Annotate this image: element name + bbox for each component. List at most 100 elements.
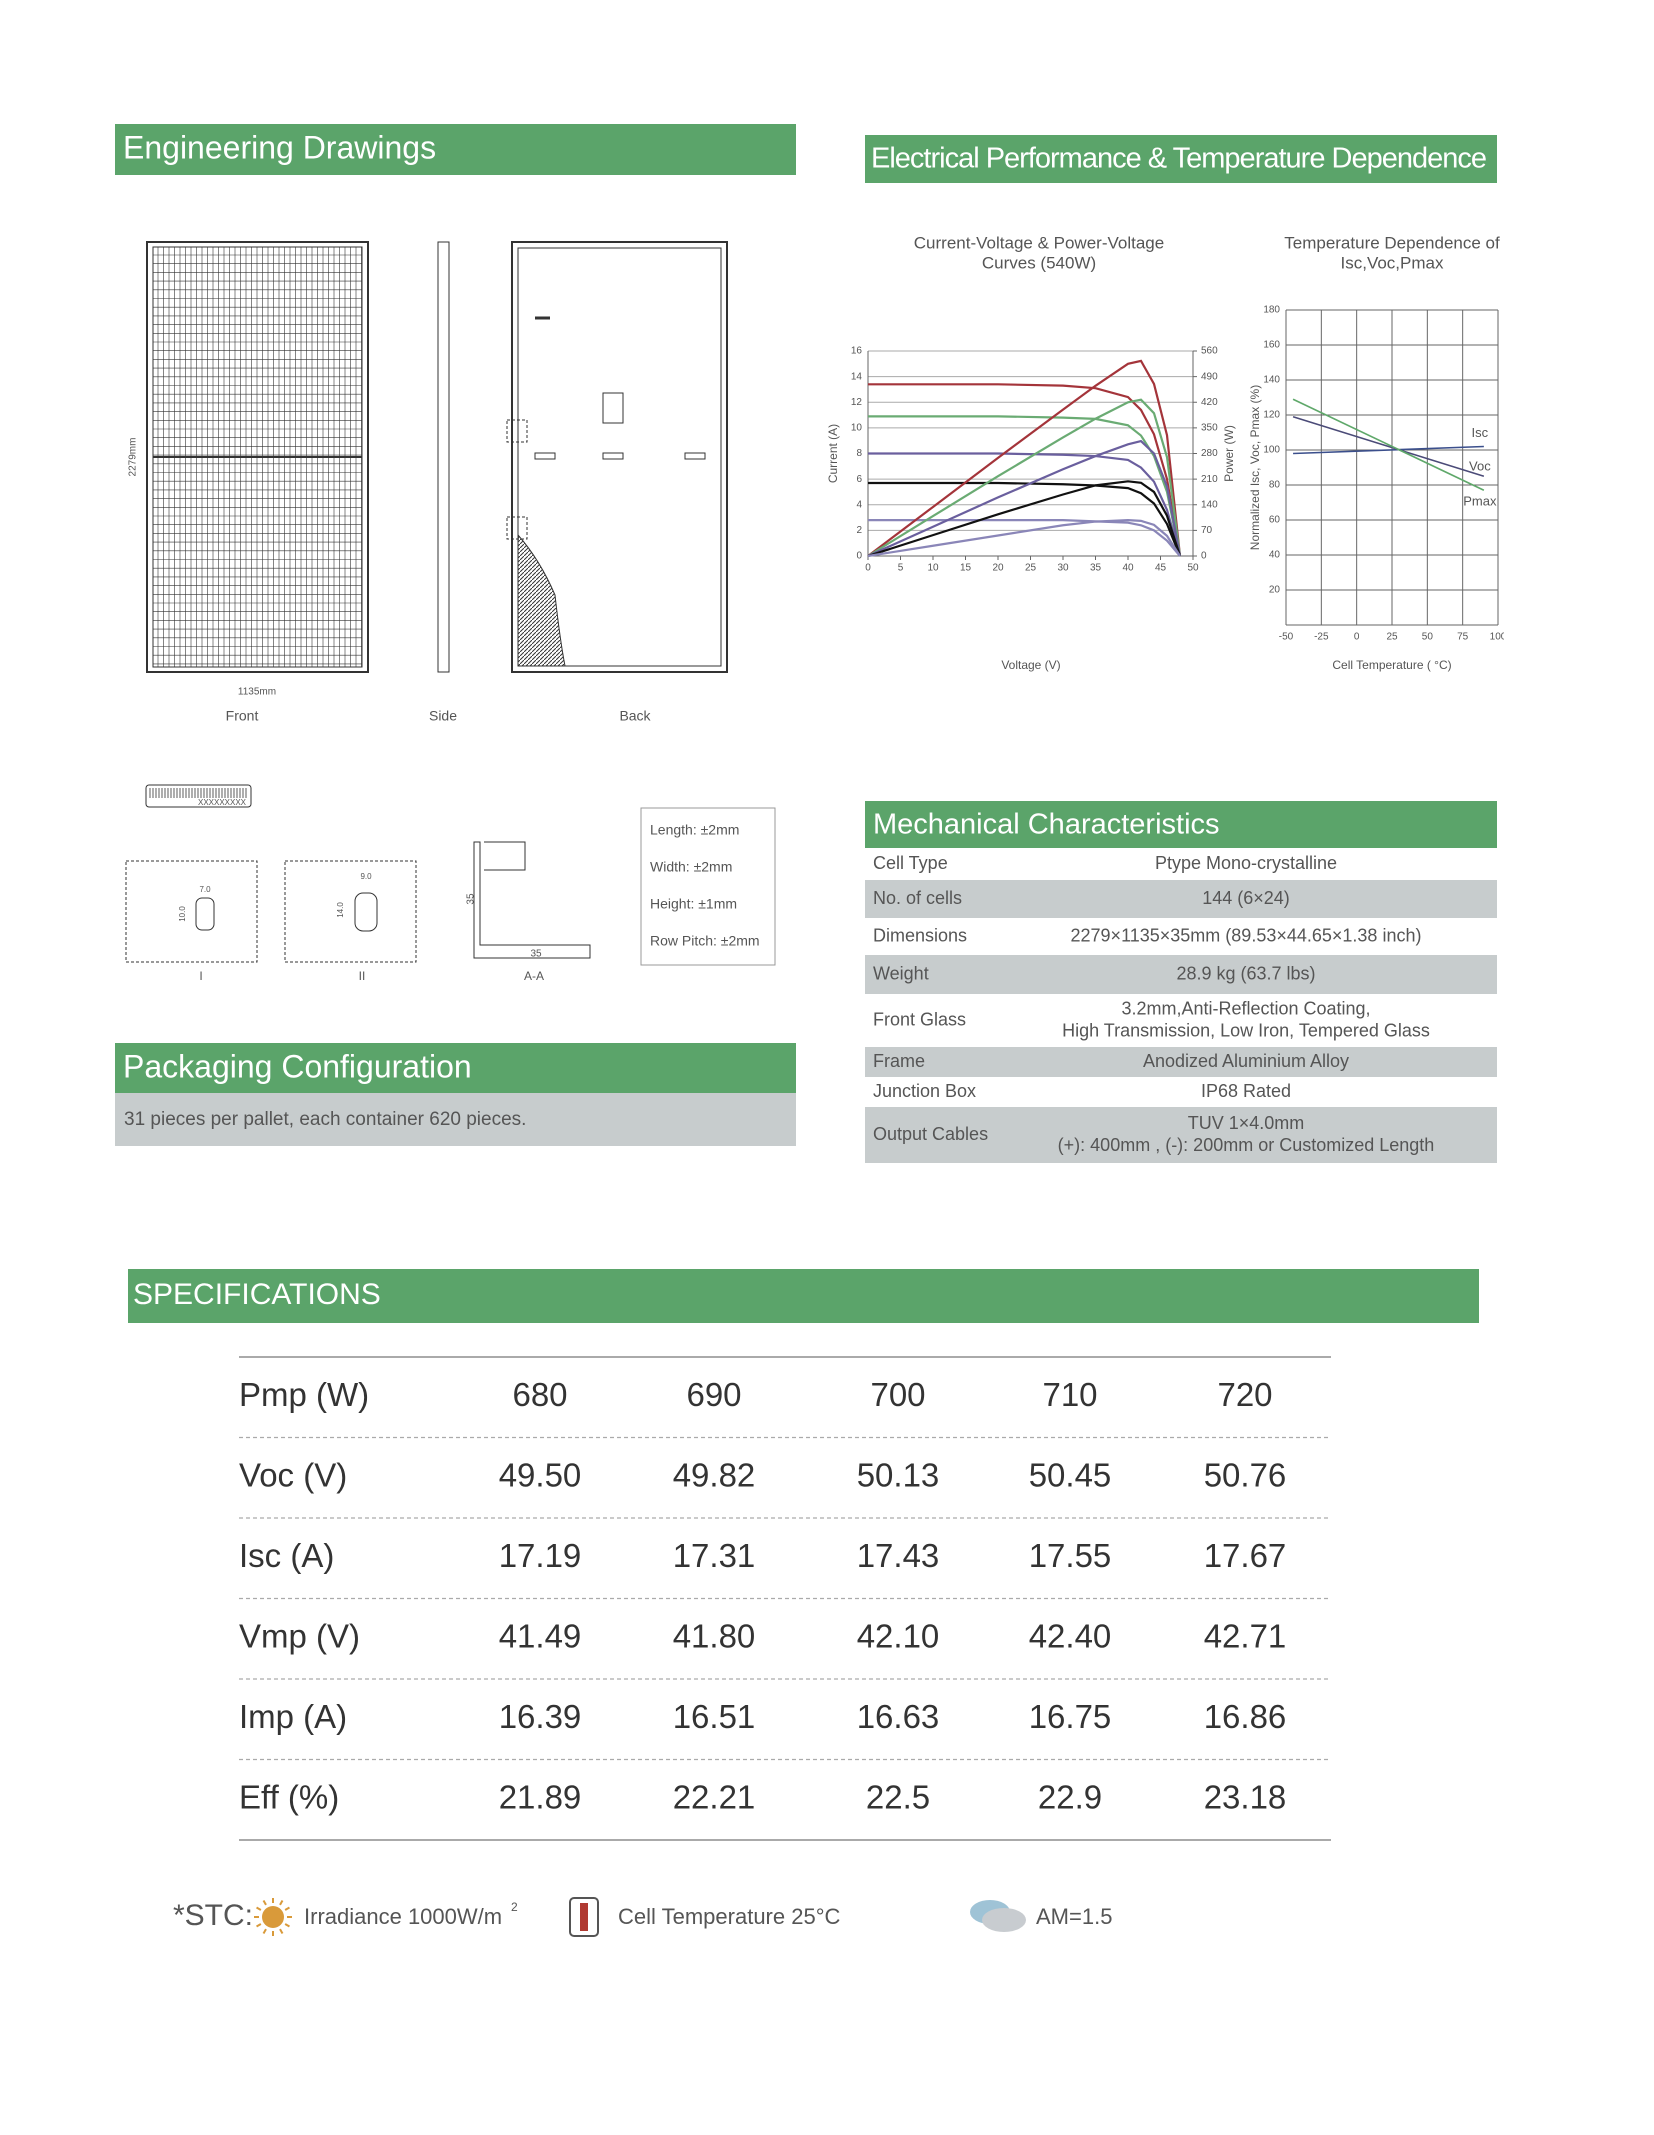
y-tick-label: 2 xyxy=(856,525,862,536)
row-value: (+): 400mm , (-): 200mm or Customized Le… xyxy=(1058,1135,1435,1155)
x-tick-label: 40 xyxy=(1122,563,1134,574)
spec-value: 49.82 xyxy=(673,1456,756,1493)
row-value: 3.2mm,Anti-Reflection Coating, xyxy=(1121,998,1370,1018)
series-line xyxy=(1292,398,1485,491)
spec-value: 42.10 xyxy=(857,1617,940,1654)
y-tick-label: 8 xyxy=(856,448,862,459)
spec-value: 22.9 xyxy=(1038,1778,1102,1815)
spec-value: 16.51 xyxy=(673,1698,756,1735)
y2-tick-label: 490 xyxy=(1201,371,1218,382)
spec-value: 710 xyxy=(1042,1376,1097,1413)
y2-tick-label: 280 xyxy=(1201,448,1218,459)
x-tick-label: -50 xyxy=(1279,632,1294,643)
y2-axis-label: Power (W) xyxy=(1222,425,1236,482)
drawing-label: I xyxy=(199,969,202,983)
row-value: Anodized Aluminium Alloy xyxy=(1143,1051,1349,1071)
section-title: Mechanical Characteristics xyxy=(873,809,1220,841)
y2-tick-label: 0 xyxy=(1201,551,1207,562)
x-axis-label: Voltage (V) xyxy=(1001,658,1060,672)
spec-value: 700 xyxy=(870,1376,925,1413)
table-row xyxy=(865,1107,1497,1163)
drawing-label: Side xyxy=(429,708,457,724)
y-tick-label: 12 xyxy=(851,397,863,408)
chart-title: Curves (540W) xyxy=(982,253,1096,272)
dimension-label: 7.0 xyxy=(199,885,211,894)
dimension-label: 9.0 xyxy=(360,872,372,881)
drawing-label: II xyxy=(359,969,366,983)
x-tick-label: 5 xyxy=(898,563,904,574)
series-line xyxy=(868,452,1182,557)
row-label: Weight xyxy=(873,963,929,983)
row-value: Ptype Mono-crystalline xyxy=(1155,853,1337,873)
spec-value: 41.80 xyxy=(673,1617,756,1654)
spec-value: 16.39 xyxy=(499,1698,582,1735)
spec-value: 680 xyxy=(512,1376,567,1413)
sun-ray xyxy=(256,1923,262,1928)
sun-ray xyxy=(256,1906,262,1911)
sun-ray xyxy=(284,1906,290,1911)
tolerance: Height: ±1mm xyxy=(650,896,737,912)
sun-ray xyxy=(279,1900,284,1906)
dimension-label: 10.0 xyxy=(178,906,187,922)
x-tick-label: 30 xyxy=(1057,563,1069,574)
spec-label: Isc (A) xyxy=(239,1537,334,1574)
dimension-label: 2279mm xyxy=(128,438,139,477)
spec-value: 17.43 xyxy=(857,1537,940,1574)
spec-label: Eff (%) xyxy=(239,1778,339,1815)
table-row xyxy=(865,1047,1497,1077)
x-tick-label: 45 xyxy=(1155,563,1167,574)
tolerance: Row Pitch: ±2mm xyxy=(650,933,760,949)
spec-label: Pmp (W) xyxy=(239,1376,369,1413)
row-label: Dimensions xyxy=(873,925,967,945)
x-tick-label: 50 xyxy=(1422,632,1434,643)
dimension-label: 1135mm xyxy=(238,687,276,698)
series-label: Isc xyxy=(1472,425,1489,440)
thermo-fill xyxy=(580,1903,588,1931)
series-line xyxy=(867,398,1182,557)
spec-value: 49.50 xyxy=(499,1456,582,1493)
series-line xyxy=(1293,445,1484,455)
table-row xyxy=(865,955,1497,994)
stc-temperature: Cell Temperature 25°C xyxy=(618,1904,840,1929)
x-tick-label: 50 xyxy=(1187,563,1199,574)
spec-value: 42.71 xyxy=(1204,1617,1287,1654)
x-tick-label: 10 xyxy=(927,563,939,574)
y-tick-label: 60 xyxy=(1269,515,1281,526)
spec-value: 720 xyxy=(1217,1376,1272,1413)
chart-title: Isc,Voc,Pmax xyxy=(1341,253,1444,272)
section-title: Electrical Performance & Temperature Dep… xyxy=(871,143,1486,175)
y-tick-label: 180 xyxy=(1263,305,1280,316)
header-bar xyxy=(865,135,1497,183)
text-band xyxy=(115,1093,796,1146)
series-line xyxy=(867,359,1182,557)
x-tick-label: 25 xyxy=(1386,632,1398,643)
row-value: High Transmission, Low Iron, Tempered Gl… xyxy=(1062,1020,1430,1040)
series-line xyxy=(868,415,1182,557)
y-axis-label: Current (A) xyxy=(826,424,840,483)
drawing-label: A-A xyxy=(524,969,544,983)
spec-value: 21.89 xyxy=(499,1778,582,1815)
y-tick-label: 10 xyxy=(851,423,863,434)
dimension-label: 35 xyxy=(530,949,542,960)
spec-value: 42.40 xyxy=(1029,1617,1112,1654)
engineering-drawings xyxy=(125,241,776,966)
sun-icon xyxy=(262,1906,284,1928)
y-tick-label: 120 xyxy=(1263,410,1280,421)
stc-superscript: 2 xyxy=(511,1900,518,1914)
x-axis-label: Cell Temperature ( °C) xyxy=(1332,658,1451,672)
y2-tick-label: 140 xyxy=(1201,499,1218,510)
x-tick-label: 0 xyxy=(865,563,871,574)
y2-tick-label: 560 xyxy=(1201,346,1218,357)
series-line xyxy=(868,519,1181,557)
row-label: Junction Box xyxy=(873,1081,976,1101)
y-tick-label: 4 xyxy=(856,499,862,510)
section-title: Engineering Drawings xyxy=(123,129,436,165)
spec-value: 16.86 xyxy=(1204,1698,1287,1735)
y2-tick-label: 70 xyxy=(1201,525,1213,536)
y-tick-label: 40 xyxy=(1269,550,1281,561)
spec-label: Vmp (V) xyxy=(239,1617,360,1654)
stc-air-mass: AM=1.5 xyxy=(1036,1904,1112,1929)
spec-value: 41.49 xyxy=(499,1617,582,1654)
